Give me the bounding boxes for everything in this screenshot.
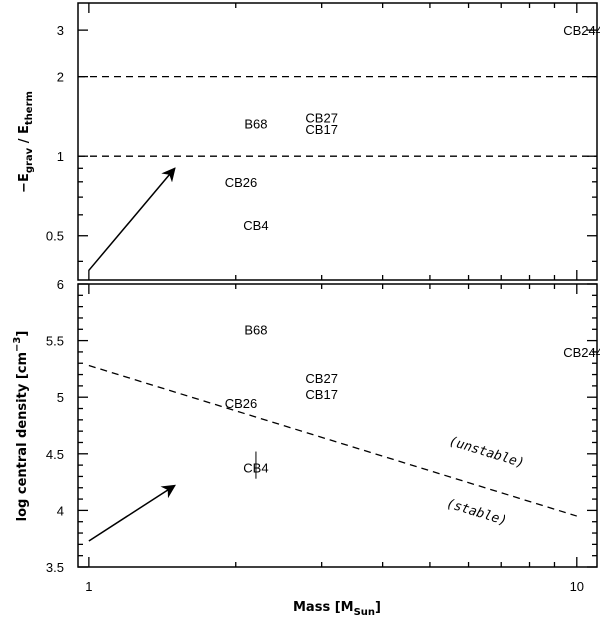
point-label: CB27 (305, 111, 338, 126)
bottom-panel-frame (77, 283, 598, 568)
point-label: CB17 (305, 122, 338, 137)
stable-annotation: (stable) (444, 496, 508, 529)
x-tick-label: 1 (85, 579, 92, 594)
y-tick-label: 5.5 (46, 334, 64, 349)
y-tick-label: 5 (57, 390, 64, 405)
bottom-y-axis-label: log central density [cm−3] (12, 331, 30, 522)
y-tick-label: 2 (57, 70, 64, 85)
point-label: CB4 (243, 218, 268, 233)
point-label: CB244 (563, 23, 600, 38)
point-label: B68 (244, 322, 267, 337)
top-panel-frame (77, 2, 598, 281)
y-tick-label: 3.5 (46, 560, 64, 575)
point-label: CB26 (225, 396, 258, 411)
y-tick-label: 3 (57, 23, 64, 38)
point-label: CB244 (563, 345, 600, 360)
unstable-annotation: (unstable) (447, 434, 526, 471)
point-label: CB17 (305, 387, 338, 402)
trend-arrow (88, 484, 176, 542)
y-tick-label: 4 (57, 503, 64, 518)
x-tick-label: 10 (570, 579, 584, 594)
trend-arrow (88, 167, 176, 271)
point-label: CB26 (225, 175, 258, 190)
y-tick-label: 6 (57, 277, 64, 292)
bottom-panel: 3.5 4 4.5 5 5.5 6 (unstable) (stable) B68 CB244 CB… (46, 277, 600, 575)
point-label: B68 (244, 116, 267, 131)
y-tick-label: 0.5 (46, 229, 64, 244)
stability-line (88, 364, 577, 517)
point-label: CB4 (243, 460, 268, 475)
y-tick-label: 4.5 (46, 447, 64, 462)
y-tick-label: 1 (57, 149, 64, 164)
top-y-axis-label: −Egrav / Etherm (17, 91, 35, 193)
x-axis-label: Mass [MSun] (293, 600, 381, 618)
point-label: CB27 (305, 371, 338, 386)
